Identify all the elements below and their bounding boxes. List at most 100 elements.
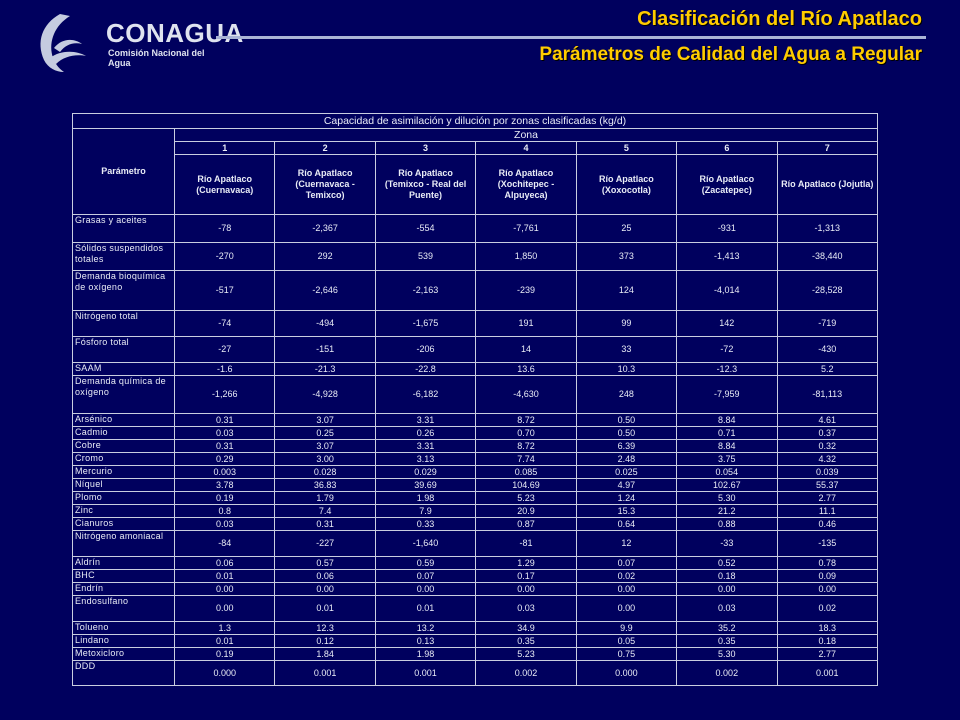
value-cell: 39.69 [374, 478, 477, 492]
value-cell: 0.001 [274, 660, 376, 686]
param-cell: Fósforo total [72, 336, 175, 363]
param-cell: DDD [72, 660, 175, 686]
value-cell: 0.13 [374, 634, 477, 648]
value-cell: 0.03 [676, 595, 778, 622]
table-row: Mercurio 0.003 0.028 0.029 0.085 0.025 0.054 0.… [72, 465, 879, 479]
value-cell: 0.054 [676, 465, 778, 479]
value-cell: 0.029 [374, 465, 477, 479]
param-cell: Níquel [72, 478, 175, 492]
zone-name: Río Apatlaco (Cuernavaca) [173, 154, 276, 215]
value-cell: 7.74 [475, 452, 577, 466]
value-cell: 4.61 [776, 413, 879, 427]
value-cell: -4,630 [475, 375, 577, 414]
value-cell: 0.03 [173, 426, 276, 440]
param-cell: Grasas y aceites [72, 214, 175, 243]
value-cell: -78 [173, 214, 276, 243]
value-cell: 21.2 [676, 504, 778, 518]
table-row: Arsénico 0.31 3.07 3.31 8.72 0.50 8.84 4.61 [72, 413, 879, 427]
value-cell: 0.02 [575, 569, 678, 583]
value-cell: 0.19 [173, 491, 276, 505]
value-cell: -135 [776, 530, 879, 557]
value-cell: 0.18 [776, 634, 879, 648]
value-cell: 1.98 [374, 647, 477, 661]
value-cell: 3.31 [374, 413, 477, 427]
value-cell: -6,182 [374, 375, 477, 414]
logo-subtitle: Comisión Nacional del Agua [108, 48, 205, 68]
value-cell: 0.52 [676, 556, 778, 570]
value-cell: 8.72 [475, 413, 577, 427]
value-cell: -28,528 [776, 270, 879, 311]
value-cell: 0.039 [776, 465, 879, 479]
value-cell: 5.2 [776, 362, 879, 376]
value-cell: 33 [575, 336, 678, 363]
value-cell: -81 [475, 530, 577, 557]
zone-number: 7 [776, 141, 879, 155]
table-row: Cromo 0.29 3.00 3.13 7.74 2.48 3.75 4.32 [72, 452, 879, 466]
value-cell: 0.03 [475, 595, 577, 622]
value-cell: -1,675 [374, 310, 477, 337]
value-cell: 0.002 [676, 660, 778, 686]
value-cell: 12.3 [274, 621, 376, 635]
value-cell: 0.37 [776, 426, 879, 440]
value-cell: 8.84 [676, 439, 778, 453]
value-cell: -7,761 [475, 214, 577, 243]
value-cell: -227 [274, 530, 376, 557]
page-subtitle: Parámetros de Calidad del Agua a Regular [539, 44, 922, 65]
value-cell: -2,163 [374, 270, 477, 311]
param-cell: Arsénico [72, 413, 175, 427]
value-cell: -494 [274, 310, 376, 337]
value-cell: 0.50 [575, 413, 678, 427]
value-cell: 0.88 [676, 517, 778, 531]
value-cell: 3.78 [173, 478, 276, 492]
value-cell: -84 [173, 530, 276, 557]
param-cell: Tolueno [72, 621, 175, 635]
value-cell: -554 [374, 214, 477, 243]
value-cell: -931 [676, 214, 778, 243]
value-cell: 3.07 [274, 439, 376, 453]
table-row: Zinc 0.8 7.4 7.9 20.9 15.3 21.2 11.1 [72, 504, 879, 518]
value-cell: -72 [676, 336, 778, 363]
param-cell: Demanda bioquímica de oxígeno [72, 270, 175, 311]
table-row: DDD 0.000 0.001 0.001 0.002 0.000 0.002 0.001 [72, 660, 879, 686]
water-quality-table: Capacidad de asimilación y dilución por … [72, 113, 879, 686]
value-cell: -2,367 [274, 214, 376, 243]
value-cell: -151 [274, 336, 376, 363]
value-cell: 1.98 [374, 491, 477, 505]
value-cell: 142 [676, 310, 778, 337]
table-caption: Capacidad de asimilación y dilución por … [72, 113, 878, 129]
value-cell: 0.64 [575, 517, 678, 531]
value-cell: -239 [475, 270, 577, 311]
value-cell: 0.00 [173, 582, 276, 596]
table-row: Nitrógeno amoniacal -84 -227 -1,640 -81 12 -33… [72, 530, 879, 557]
value-cell: 0.01 [274, 595, 376, 622]
zone-number: 6 [676, 141, 778, 155]
value-cell: -27 [173, 336, 276, 363]
value-cell: -1.6 [173, 362, 276, 376]
value-cell: 5.23 [475, 647, 577, 661]
value-cell: -22.8 [374, 362, 477, 376]
value-cell: 99 [575, 310, 678, 337]
table-row: Sólidos suspendidos totales -270 292 539 1,8… [72, 242, 879, 271]
title-divider [216, 36, 926, 39]
value-cell: 0.085 [475, 465, 577, 479]
value-cell: 0.57 [274, 556, 376, 570]
value-cell: 0.02 [776, 595, 879, 622]
value-cell: 0.01 [374, 595, 477, 622]
value-cell: 0.01 [173, 634, 276, 648]
value-cell: 6.39 [575, 439, 678, 453]
param-cell: Plomo [72, 491, 175, 505]
value-cell: 1.3 [173, 621, 276, 635]
value-cell: 18.3 [776, 621, 879, 635]
value-cell: 0.46 [776, 517, 879, 531]
param-cell: Nitrógeno total [72, 310, 175, 337]
value-cell: 0.03 [173, 517, 276, 531]
param-cell: Cobre [72, 439, 175, 453]
value-cell: 8.72 [475, 439, 577, 453]
value-cell: 0.25 [274, 426, 376, 440]
zone-name: Río Apatlaco (Jojutla) [776, 154, 879, 215]
param-cell: Endosulfano [72, 595, 175, 622]
value-cell: 3.00 [274, 452, 376, 466]
page-title: Clasificación del Río Apatlaco [637, 8, 922, 30]
param-cell: Cianuros [72, 517, 175, 531]
value-cell: -81,113 [776, 375, 879, 414]
